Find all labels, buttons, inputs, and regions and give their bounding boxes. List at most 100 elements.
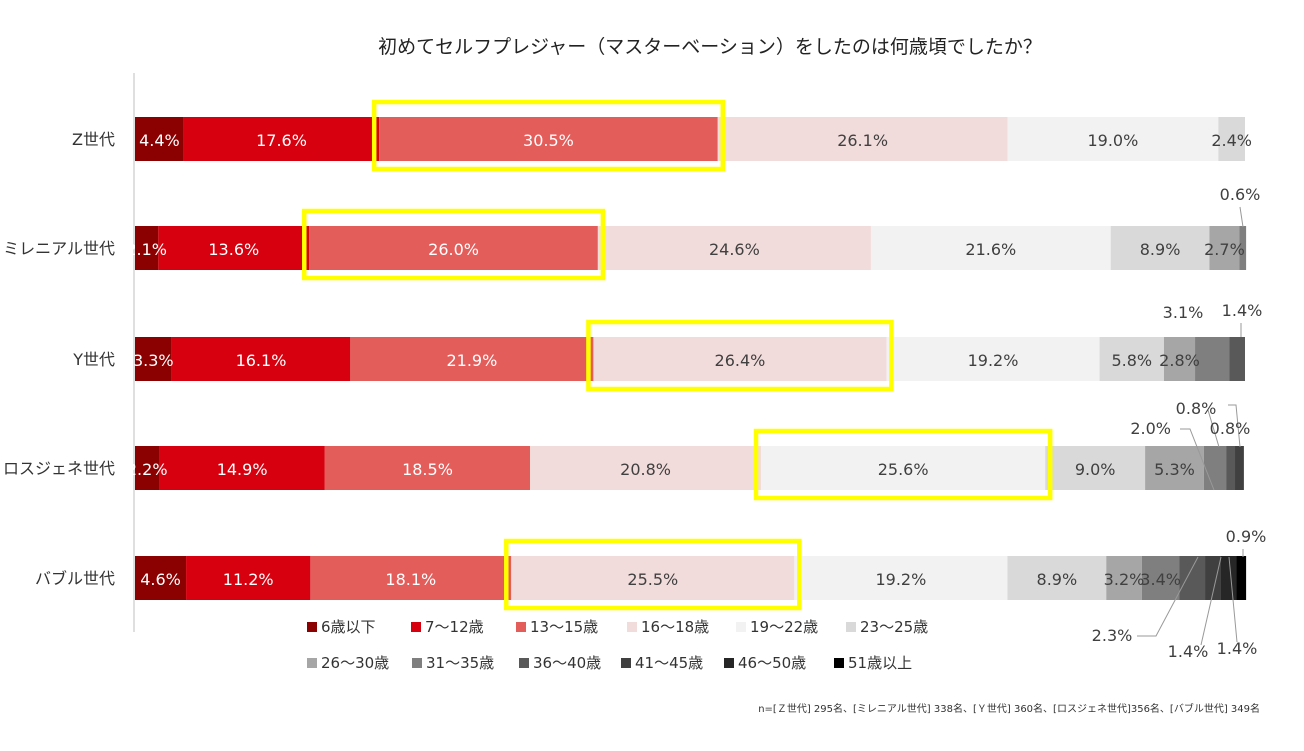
data-label-row-5-11: 1.4% xyxy=(1217,639,1258,658)
legend-label-10: 41～45歳 xyxy=(635,654,703,672)
bar-segment-row-4-2 xyxy=(159,446,325,490)
bar-segment-row-4-4 xyxy=(530,446,762,490)
leader-line-row-5-11 xyxy=(1228,556,1238,643)
bar-segment-row-4-6 xyxy=(1045,446,1146,490)
bar-segment-row-5-6 xyxy=(1007,556,1107,600)
data-label-row-4-8: 2.0% xyxy=(1130,419,1171,438)
data-label-row-4-7: 5.3% xyxy=(1154,460,1195,479)
legend-swatch-12 xyxy=(834,658,844,668)
bar-segment-row-2-7 xyxy=(1209,226,1240,270)
data-label-row-3-6: 5.8% xyxy=(1111,351,1152,370)
bar-segment-row-2-6 xyxy=(1110,226,1210,270)
data-label-row-4-10: 0.8% xyxy=(1210,419,1251,438)
bar-segment-row-3-6 xyxy=(1099,337,1164,381)
highlight-box-row-2 xyxy=(302,208,606,281)
leader-line-row-5-9 xyxy=(1137,556,1199,637)
bar-segment-row-5-10 xyxy=(1205,556,1221,600)
bar-segment-row-2-1 xyxy=(135,226,159,270)
data-label-row-5-7: 3.2% xyxy=(1104,570,1145,589)
data-labels: 4.4% 17.6% 30.5% 26.1% 19.0% 2.4% 2.1% 13.6% 26.… xyxy=(126,131,1266,661)
legend-swatch-1 xyxy=(307,622,317,632)
leader-lines xyxy=(1137,206,1244,646)
bar-segment-row-2-2 xyxy=(158,226,310,270)
highlight-box-row-4 xyxy=(753,428,1053,501)
bar-segment-row-5-11 xyxy=(1220,556,1237,600)
data-label-row-4-6: 9.0% xyxy=(1075,460,1116,479)
bar-segment-row-4-3 xyxy=(324,446,531,490)
bar-segment-row-5-2 xyxy=(186,556,311,600)
data-label-row-1-5: 19.0% xyxy=(1087,131,1138,150)
legend-label-5: 19～22歳 xyxy=(750,618,818,636)
data-label-row-3-7: 2.8% xyxy=(1159,351,1200,370)
bar-segment-row-4-8 xyxy=(1203,446,1227,490)
legend-swatch-7 xyxy=(307,658,317,668)
bar-segment-row-5-9 xyxy=(1179,556,1206,600)
data-label-row-5-5: 19.2% xyxy=(875,570,926,589)
legend-swatch-4 xyxy=(627,622,637,632)
legend-label-6: 23～25歳 xyxy=(860,618,928,636)
bar-segment-row-1-2 xyxy=(183,117,380,161)
bar-segment-row-3-9 xyxy=(1229,337,1245,381)
sample-size-note: n=[Ｚ世代] 295名、[ミレニアル世代] 338名、[Ｙ世代] 360名、[… xyxy=(758,702,1260,715)
bar-segment-row-3-2 xyxy=(171,337,351,381)
data-label-row-3-1: 3.3% xyxy=(133,351,174,370)
data-label-row-5-9: 2.3% xyxy=(1092,626,1133,645)
legend-swatch-2 xyxy=(411,622,421,632)
leader-line-row-5-10 xyxy=(1200,556,1222,646)
bars xyxy=(135,117,1247,600)
bar-segment-row-4-7 xyxy=(1145,446,1204,490)
data-label-row-5-12: 0.9% xyxy=(1226,527,1267,546)
bar-segment-row-5-12 xyxy=(1236,556,1247,600)
chart-title: 初めてセルフプレジャー（マスターベーション）をしたのは何歳頃でしたか？ xyxy=(378,36,1042,58)
bar-segment-row-5-4 xyxy=(511,556,795,600)
legend-label-1: 6歳以下 xyxy=(321,618,376,636)
bar-segment-row-4-10 xyxy=(1235,446,1244,490)
bar-segment-row-5-7 xyxy=(1106,556,1142,600)
data-label-row-1-6: 2.4% xyxy=(1211,131,1252,150)
bar-segment-row-4-1 xyxy=(135,446,160,490)
legend-swatch-11 xyxy=(724,658,734,668)
data-label-row-5-3: 18.1% xyxy=(385,570,436,589)
legend-swatch-3 xyxy=(516,622,526,632)
data-label-row-4-9: 0.8% xyxy=(1176,399,1217,418)
bar-segment-row-1-1 xyxy=(135,117,184,161)
data-label-row-2-6: 8.9% xyxy=(1140,240,1181,259)
highlight-box-row-1 xyxy=(371,99,725,172)
data-label-row-3-3: 21.9% xyxy=(446,351,497,370)
data-label-row-5-10: 1.4% xyxy=(1168,642,1209,661)
legend-label-2: 7～12歳 xyxy=(425,618,484,636)
legend-label-9: 36～40歳 xyxy=(533,654,601,672)
data-label-row-1-2: 17.6% xyxy=(256,131,307,150)
data-label-row-2-2: 13.6% xyxy=(208,240,259,259)
highlight-boxes xyxy=(302,99,1053,611)
bar-segment-row-3-7 xyxy=(1163,337,1196,381)
bar-segment-row-1-4 xyxy=(717,117,1008,161)
data-label-row-3-8: 3.1% xyxy=(1163,303,1204,322)
legend-label-12: 51歳以上 xyxy=(848,654,912,672)
bar-segment-row-5-1 xyxy=(135,556,187,600)
leader-line-row-4-10 xyxy=(1228,404,1241,448)
data-label-row-3-9: 1.4% xyxy=(1222,301,1263,320)
data-label-row-5-6: 8.9% xyxy=(1037,570,1078,589)
data-label-row-4-4: 20.8% xyxy=(620,460,671,479)
legend-swatch-6 xyxy=(846,622,856,632)
legend-label-3: 13～15歳 xyxy=(530,618,598,636)
bar-segment-row-2-8 xyxy=(1239,226,1247,270)
bar-segment-row-2-4 xyxy=(597,226,871,270)
highlight-box-row-5 xyxy=(504,538,802,611)
data-label-row-2-3: 26.0% xyxy=(428,240,479,259)
data-label-row-3-5: 19.2% xyxy=(968,351,1019,370)
category-label-5: バブル世代 xyxy=(35,569,115,588)
data-label-row-1-4: 26.1% xyxy=(837,131,888,150)
bar-segment-row-3-8 xyxy=(1195,337,1230,381)
legend: 6歳以下 7～12歳 13～15歳 16～18歳 19～22歳 23～25歳 26～30歳 3… xyxy=(307,618,928,672)
bar-segment-row-3-4 xyxy=(593,337,887,381)
data-label-row-1-1: 4.4% xyxy=(139,131,180,150)
bar-segment-row-5-5 xyxy=(794,556,1008,600)
data-label-row-2-7: 2.7% xyxy=(1204,240,1245,259)
category-label-3: Y世代 xyxy=(72,350,115,369)
bar-segment-row-5-8 xyxy=(1141,556,1180,600)
leader-line-row-4-9 xyxy=(1207,409,1220,448)
category-label-2: ミレニアル世代 xyxy=(3,239,115,258)
